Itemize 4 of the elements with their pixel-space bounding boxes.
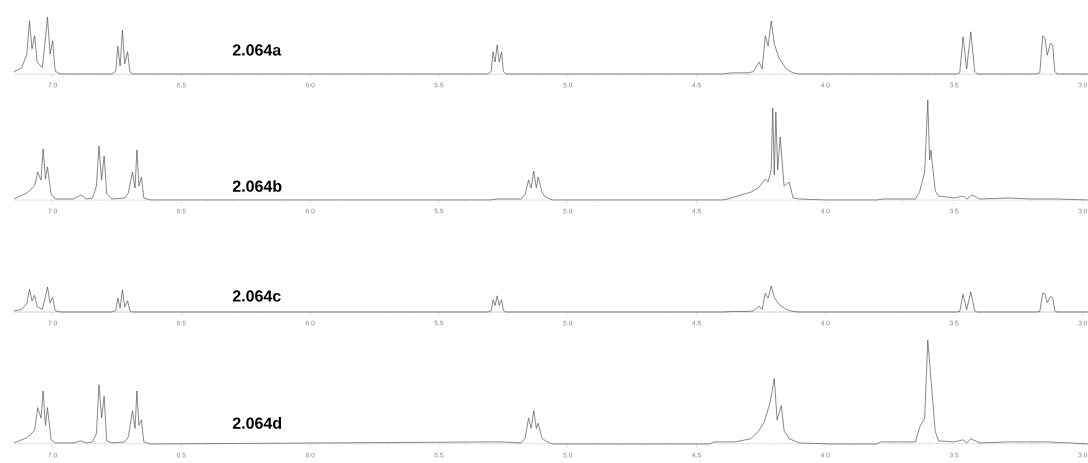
- annotation: 2.064d: [232, 417, 282, 429]
- annotation: 2.064c: [232, 290, 281, 302]
- annotation: 2.064a: [232, 44, 282, 56]
- annotation: 2.064b: [232, 180, 282, 192]
